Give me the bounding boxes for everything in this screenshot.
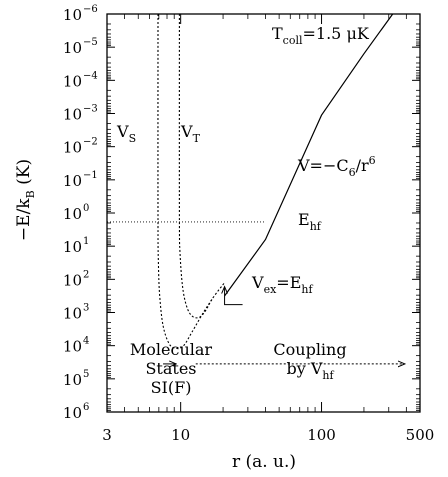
arrows bbox=[163, 287, 405, 364]
y-tick-exponent: −5 bbox=[83, 37, 98, 48]
x-tick-label: 100 bbox=[307, 426, 336, 444]
x-axis-label: r (a. u.) bbox=[232, 452, 296, 472]
tcoll-label: Tcoll=1.5 μK bbox=[272, 24, 370, 47]
axis-ticks bbox=[106, 13, 420, 413]
y-tick-exponent: 5 bbox=[83, 369, 89, 380]
coupling-line1: Coupling bbox=[273, 340, 346, 359]
y-tick-label: 10−3 bbox=[63, 104, 98, 124]
y-tick-exponent: 6 bbox=[83, 402, 89, 413]
vt-curve bbox=[178, 13, 226, 319]
y-tick-label: 101 bbox=[63, 236, 89, 256]
y-tick-label: 102 bbox=[63, 269, 89, 289]
vex-label: Vex=Ehf bbox=[251, 273, 313, 296]
vs-label: VS bbox=[116, 122, 136, 145]
y-tick-label: 10−6 bbox=[63, 4, 98, 24]
molecular-states-line2: States bbox=[145, 359, 196, 378]
c6-label: V=−C6/r6 bbox=[297, 154, 376, 179]
y-tick-exponent: −1 bbox=[83, 170, 98, 181]
ehf-label: Ehf bbox=[298, 210, 322, 233]
vex-marker-arrow bbox=[225, 287, 243, 306]
x-tick-label: 3 bbox=[102, 426, 112, 444]
y-tick-label: 10−2 bbox=[63, 137, 98, 157]
x-tick-label: 10 bbox=[171, 426, 190, 444]
molecular-states-line3: SI(F) bbox=[151, 378, 192, 397]
y-tick-exponent: −4 bbox=[83, 70, 98, 81]
coupling-line2: by Vhf bbox=[286, 359, 334, 382]
y-tick-exponent: −6 bbox=[83, 4, 98, 15]
y-tick-exponent: 2 bbox=[83, 269, 89, 280]
molecular-states-line1: Molecular bbox=[130, 340, 213, 359]
y-tick-exponent: 3 bbox=[83, 303, 89, 314]
vt-label: VT bbox=[180, 122, 201, 145]
y-tick-label: 104 bbox=[63, 336, 89, 356]
y-tick-label: 10−4 bbox=[63, 70, 98, 90]
y-tick-label: 10−5 bbox=[63, 37, 98, 57]
y-tick-label: 103 bbox=[63, 303, 89, 323]
c6-curve bbox=[224, 13, 394, 297]
y-tick-exponent: 4 bbox=[83, 336, 89, 347]
y-tick-exponent: 1 bbox=[83, 236, 89, 247]
y-tick-exponent: −3 bbox=[83, 104, 98, 115]
x-tick-label: 500 bbox=[406, 426, 435, 444]
y-tick-label: 106 bbox=[63, 402, 89, 422]
vs-curve bbox=[157, 13, 214, 349]
x-tick-labels: 3 10 100 500 bbox=[102, 426, 434, 444]
y-tick-label: 105 bbox=[63, 369, 89, 389]
y-tick-labels: 10−610−510−410−310−210−11001011021031041… bbox=[63, 4, 98, 422]
y-axis-label: −E/kB (K) bbox=[14, 159, 37, 241]
y-tick-label: 100 bbox=[63, 203, 89, 223]
y-tick-exponent: −2 bbox=[83, 137, 98, 148]
y-tick-label: 10−1 bbox=[63, 170, 98, 190]
y-tick-exponent: 0 bbox=[83, 203, 89, 214]
curves bbox=[157, 13, 394, 349]
